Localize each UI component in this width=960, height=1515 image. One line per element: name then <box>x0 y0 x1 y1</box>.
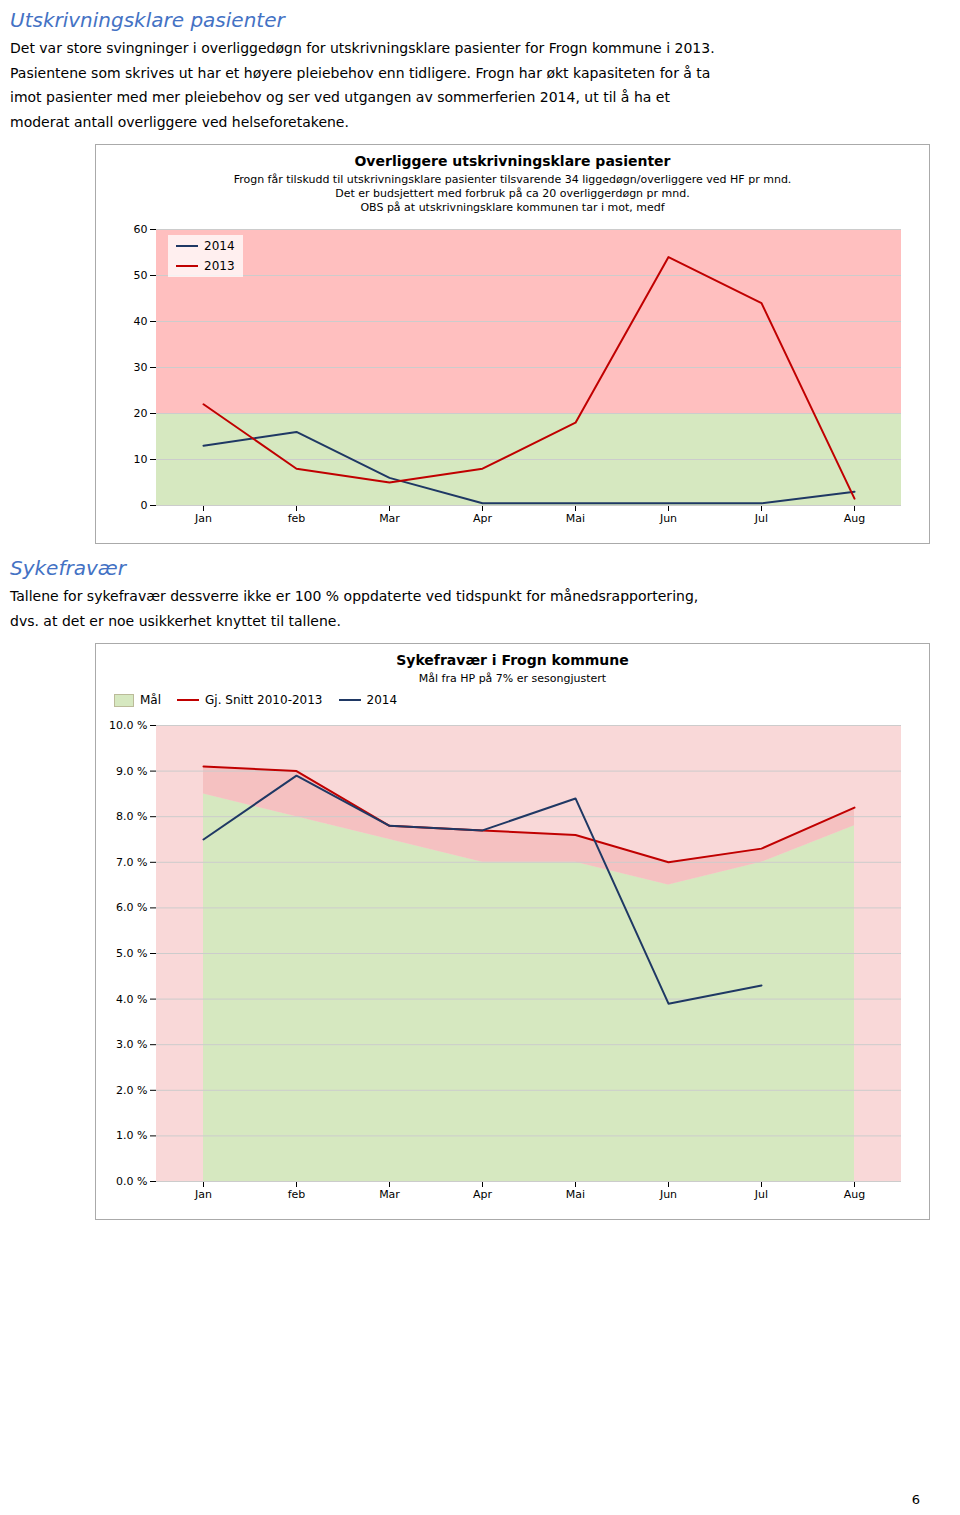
html-text:Mål: Mål <box>140 693 161 707</box>
svg-text:Aug: Aug <box>844 1188 865 1201</box>
html-text:Sykefravær: Sykefravær <box>10 556 126 580</box>
html-text:2013: 2013 <box>204 259 235 273</box>
html-text:Det er budsjettert med forbruk: Det er budsjettert med forbruk på ca 20 … <box>335 187 690 200</box>
svg-text:Jan: Jan <box>194 1188 212 1201</box>
svg-text:Aug: Aug <box>844 512 865 525</box>
html-text:Mål fra HP på 7% er sesongjust: Mål fra HP på 7% er sesongjustert <box>418 672 607 685</box>
svg-text:50: 50 <box>134 269 148 282</box>
svg-text:Mai: Mai <box>566 512 585 525</box>
svg-text:Mai: Mai <box>566 1188 585 1201</box>
svg-text:20: 20 <box>134 407 148 420</box>
html-text:Utskrivningsklare pasienter: Utskrivningsklare pasienter <box>10 8 285 32</box>
svg-text:8.0 %: 8.0 % <box>116 810 147 823</box>
svg-text:40: 40 <box>134 315 148 328</box>
html-text:6: 6 <box>911 1492 920 1507</box>
svg-text:10: 10 <box>134 453 148 466</box>
svg-text:feb: feb <box>288 512 306 525</box>
svg-text:Mar: Mar <box>379 512 400 525</box>
svg-text:2.0 %: 2.0 % <box>116 1084 147 1097</box>
svg-text:7.0 %: 7.0 % <box>116 856 147 869</box>
svg-text:30: 30 <box>134 361 148 374</box>
svg-text:9.0 %: 9.0 % <box>116 765 147 778</box>
svg-text:0: 0 <box>141 499 148 512</box>
svg-text:1.0 %: 1.0 % <box>116 1129 147 1142</box>
html-text:Det var store svingninger i ov: Det var store svingninger i overliggedøg… <box>10 40 715 130</box>
svg-text:Jan: Jan <box>194 512 212 525</box>
html-text:2014: 2014 <box>366 693 397 707</box>
html-text:Gj. Snitt 2010-2013: Gj. Snitt 2010-2013 <box>205 693 323 707</box>
svg-text:Jun: Jun <box>659 512 677 525</box>
svg-text:Jul: Jul <box>754 1188 768 1201</box>
svg-text:0.0 %: 0.0 % <box>116 1175 147 1188</box>
svg-text:Apr: Apr <box>473 1188 493 1201</box>
html-text:Sykefravær i Frogn kommune: Sykefravær i Frogn kommune <box>396 652 629 668</box>
html-text:Overliggere utskrivningsklare: Overliggere utskrivningsklare pasienter <box>354 153 671 169</box>
svg-text:3.0 %: 3.0 % <box>116 1038 147 1051</box>
svg-text:6.0 %: 6.0 % <box>116 901 147 914</box>
svg-text:4.0 %: 4.0 % <box>116 993 147 1006</box>
svg-text:5.0 %: 5.0 % <box>116 947 147 960</box>
svg-text:10.0 %: 10.0 % <box>109 719 147 732</box>
svg-text:Mar: Mar <box>379 1188 400 1201</box>
html-text:Frogn får tilskudd til utskriv: Frogn får tilskudd til utskrivningsklare… <box>233 173 792 186</box>
html-text:OBS på at utskrivningsklare ko: OBS på at utskrivningsklare kommunen tar… <box>360 201 665 214</box>
svg-text:feb: feb <box>288 1188 306 1201</box>
svg-text:Jul: Jul <box>754 512 768 525</box>
svg-text:60: 60 <box>134 223 148 236</box>
html-text:Tallene for sykefravær dessver: Tallene for sykefravær dessverre ikke er… <box>10 588 699 629</box>
svg-text:Jun: Jun <box>659 1188 677 1201</box>
html-text:2014: 2014 <box>204 239 235 253</box>
svg-text:Apr: Apr <box>473 512 493 525</box>
